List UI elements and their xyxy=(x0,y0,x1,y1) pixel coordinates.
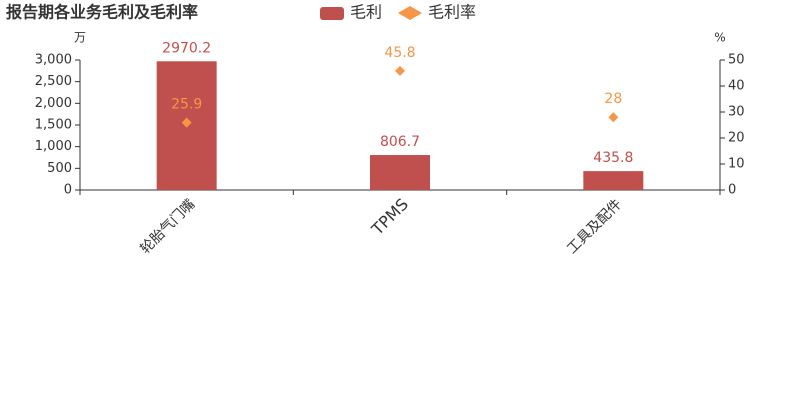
y2-tick-label: 0 xyxy=(728,183,736,198)
y2-unit: % xyxy=(714,31,725,45)
point-label: 28 xyxy=(604,91,622,107)
bar-label: 2970.2 xyxy=(162,40,211,56)
legend-swatch xyxy=(320,7,344,20)
y-tick-label: 2,000 xyxy=(35,96,72,111)
y-tick-label: 500 xyxy=(47,161,72,176)
chart-title: 报告期各业务毛利及毛利率 xyxy=(6,3,198,22)
bar xyxy=(370,155,430,190)
legend-label: 毛利 xyxy=(350,3,382,22)
x-tick-label: TPMS xyxy=(367,195,412,240)
point-label: 45.8 xyxy=(384,45,415,61)
y2-tick-label: 40 xyxy=(728,79,745,94)
y-tick-label: 2,500 xyxy=(35,74,72,89)
point xyxy=(181,117,192,128)
legend-swatch xyxy=(398,6,422,20)
bar-label: 806.7 xyxy=(380,134,420,150)
point xyxy=(608,112,619,123)
y2-tick-label: 30 xyxy=(728,105,745,120)
y2-tick-label: 10 xyxy=(728,157,745,172)
x-tick-label: 轮胎气门嘴 xyxy=(138,196,199,257)
y-unit: 万 xyxy=(74,31,86,45)
point-label: 25.9 xyxy=(171,97,202,113)
y2-tick-label: 20 xyxy=(728,131,745,146)
point xyxy=(395,65,405,76)
y-tick-label: 1,000 xyxy=(35,139,72,154)
bar xyxy=(583,171,644,190)
y-tick-label: 3,000 xyxy=(35,53,72,68)
bar-label: 435.8 xyxy=(593,150,633,166)
y-tick-label: 1,500 xyxy=(35,118,72,133)
legend-label: 毛利率 xyxy=(428,3,476,22)
y2-tick-label: 50 xyxy=(728,53,745,68)
y-tick-label: 0 xyxy=(64,183,72,198)
x-tick-label: 工具及配件 xyxy=(564,196,625,257)
